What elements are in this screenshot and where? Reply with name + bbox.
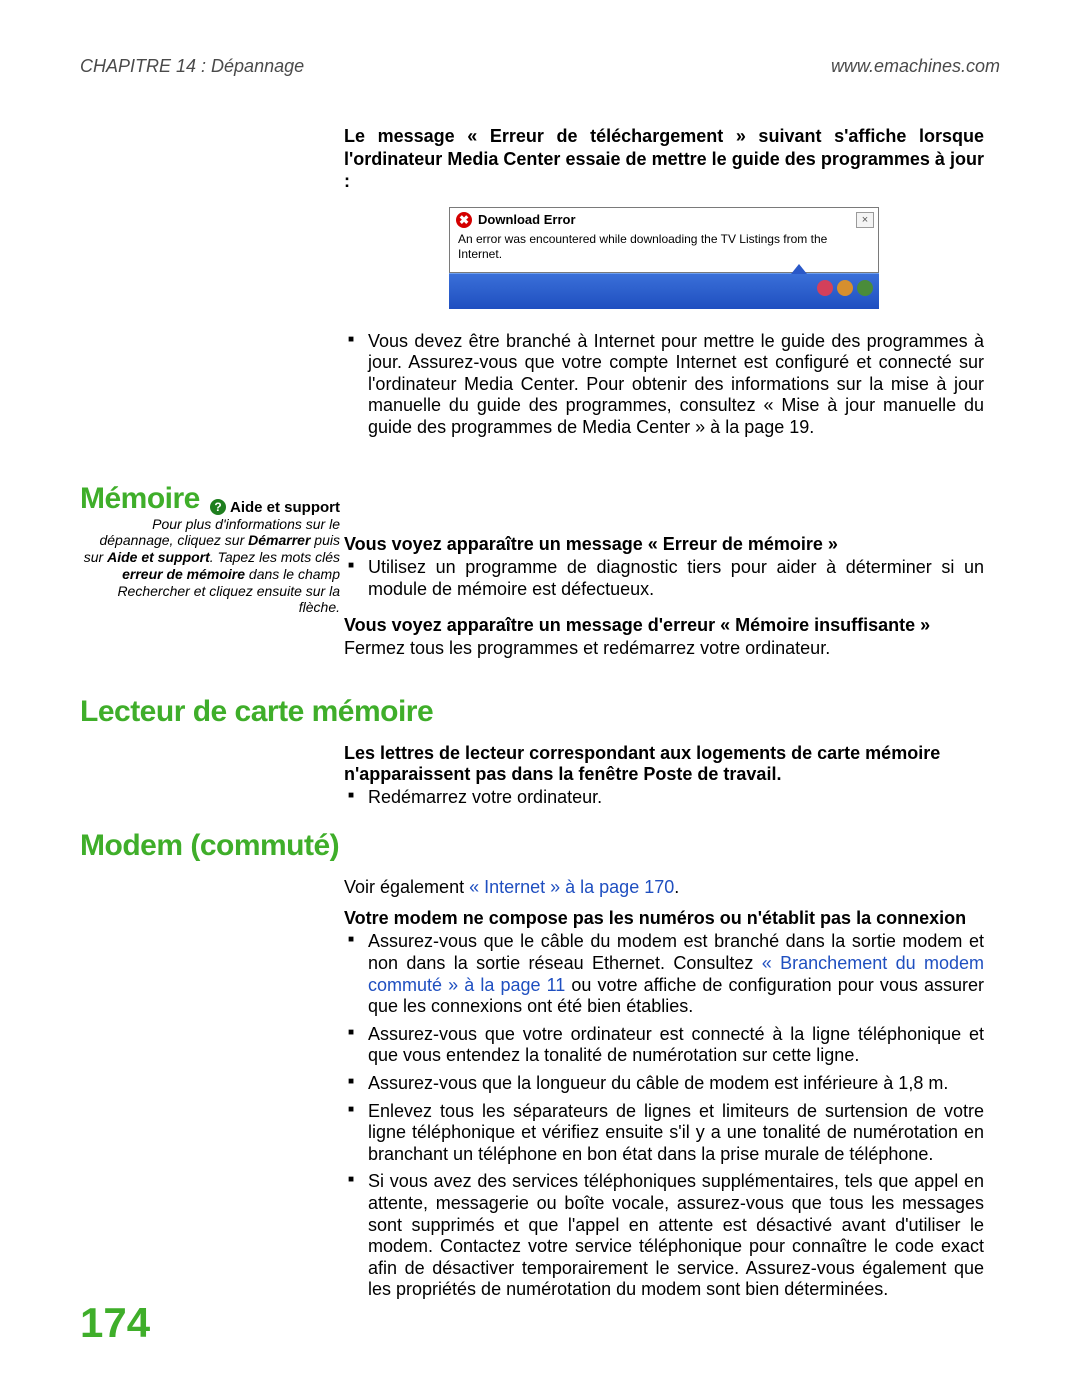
- modem-bullet2: Assurez-vous que votre ordinateur est co…: [368, 1024, 984, 1067]
- lecteur-sub1: Les lettres de lecteur correspondant aux…: [344, 743, 984, 785]
- help-icon: ?: [210, 499, 226, 515]
- sidebar-bold: Aide et support: [107, 549, 210, 565]
- callout-pointer: [791, 264, 807, 274]
- memoire-sub1: Vous voyez apparaître un message « Erreu…: [344, 534, 984, 555]
- close-icon[interactable]: ×: [856, 212, 874, 228]
- see-also-post: .: [674, 877, 679, 897]
- sidebar-body: Pour plus d'informations sur le dépannag…: [80, 516, 340, 617]
- error-dialog-figure: ✖ Download Error × An error was encounte…: [344, 207, 984, 309]
- dialog-box: ✖ Download Error × An error was encounte…: [449, 207, 879, 273]
- page-header: CHAPITRE 14 : Dépannage www.emachines.co…: [80, 56, 1000, 77]
- dialog-message: An error was encountered while downloadi…: [450, 230, 878, 272]
- sidebar-bold: Démarrer: [248, 532, 310, 548]
- error-icon: ✖: [456, 212, 472, 228]
- modem-bullet3: Assurez-vous que la longueur du câble de…: [368, 1073, 984, 1095]
- sidebar-title: Aide et support: [230, 499, 340, 516]
- memoire-bullet1: Utilisez un programme de diagnostic tier…: [368, 557, 984, 600]
- tray-icon: [817, 280, 833, 296]
- system-tray: [817, 280, 873, 296]
- tray-icon: [857, 280, 873, 296]
- header-chapter: CHAPITRE 14 : Dépannage: [80, 56, 304, 77]
- sidebar-title-row: ? Aide et support: [210, 499, 340, 516]
- tray-icon: [837, 280, 853, 296]
- taskbar: [449, 273, 879, 309]
- memoire-sub2: Vous voyez apparaître un message d'erreu…: [344, 615, 984, 636]
- section-heading-modem: Modem (commuté): [80, 829, 1000, 863]
- sidebar-text: . Tapez les mots clés: [210, 549, 340, 565]
- internet-link[interactable]: « Internet » à la page 170: [469, 877, 674, 897]
- sidebar-bold: erreur de mémoire: [122, 566, 245, 582]
- header-url: www.emachines.com: [831, 56, 1000, 77]
- modem-bullet1: Assurez-vous que le câble du modem est b…: [368, 931, 984, 1017]
- see-also-pre: Voir également: [344, 877, 469, 897]
- modem-see-also: Voir également « Internet » à la page 17…: [344, 877, 984, 899]
- help-sidebar: ? Aide et support Pour plus d'informatio…: [80, 498, 340, 616]
- page-number: 174: [80, 1299, 150, 1347]
- section-heading-lecteur: Lecteur de carte mémoire: [80, 695, 1000, 729]
- modem-bullet5: Si vous avez des services téléphoniques …: [368, 1171, 984, 1301]
- intro-bullet: Vous devez être branché à Internet pour …: [368, 331, 984, 439]
- dialog-title: Download Error: [478, 212, 576, 227]
- modem-sub1: Votre modem ne compose pas les numéros o…: [344, 908, 984, 929]
- memoire-body2: Fermez tous les programmes et redémarrez…: [344, 638, 984, 660]
- intro-heading: Le message « Erreur de téléchargement » …: [344, 125, 984, 193]
- modem-bullet4: Enlevez tous les séparateurs de lignes e…: [368, 1101, 984, 1166]
- lecteur-bullet1: Redémarrez votre ordinateur.: [368, 787, 984, 809]
